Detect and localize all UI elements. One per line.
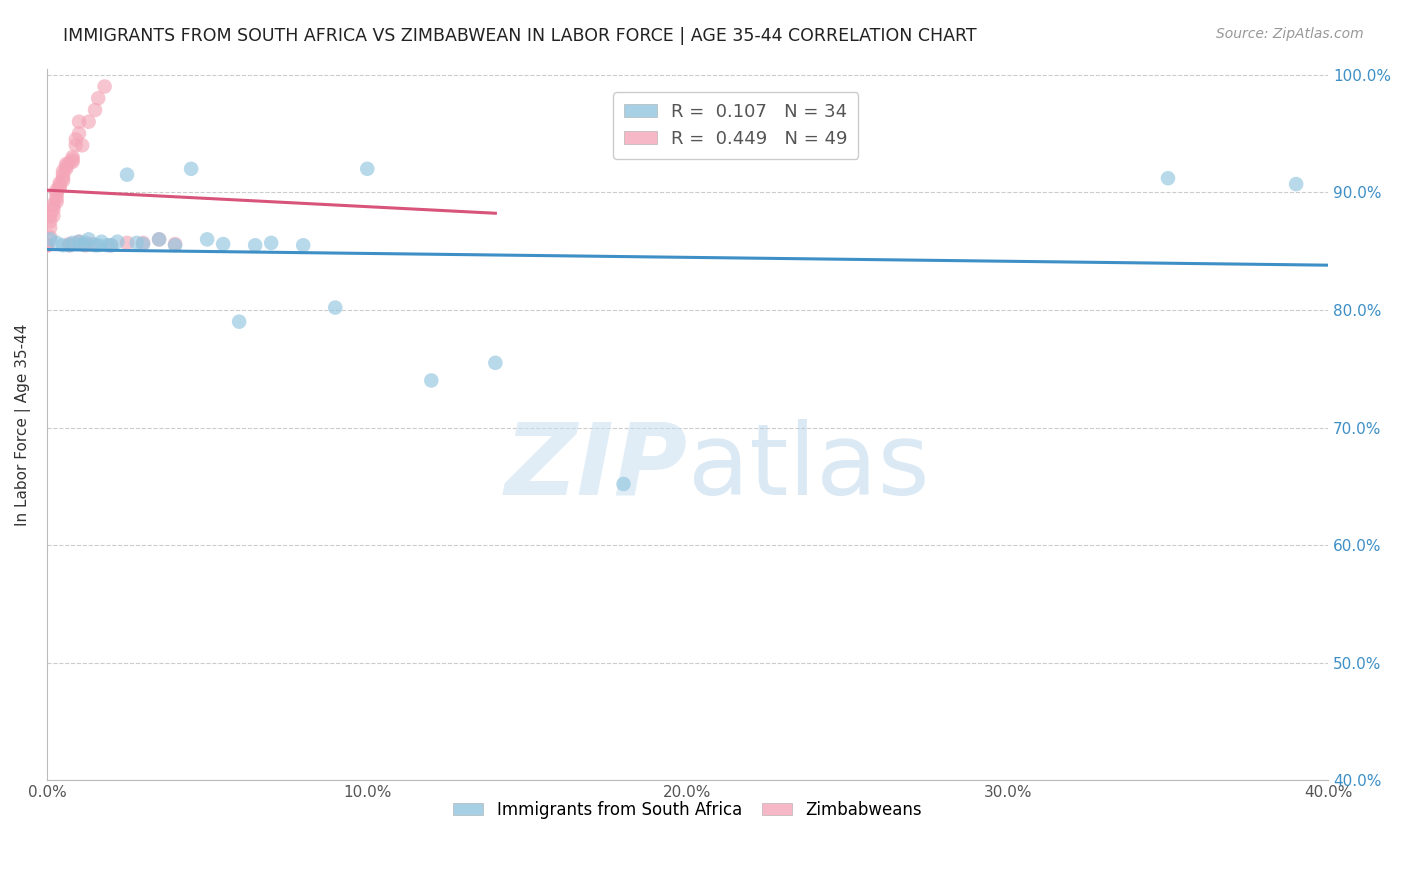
Point	[1285, 177, 1308, 191]
Point	[67, 235, 90, 249]
Point	[58, 156, 80, 170]
Point	[87, 238, 110, 252]
Point	[356, 161, 378, 176]
Point	[52, 173, 75, 187]
Point	[58, 237, 80, 252]
Point	[45, 194, 67, 209]
Point	[132, 237, 155, 252]
Point	[212, 237, 235, 252]
Point	[77, 232, 100, 246]
Point	[39, 209, 62, 223]
Point	[45, 186, 67, 200]
Point	[84, 238, 107, 252]
Point	[165, 237, 187, 252]
Point	[195, 232, 218, 246]
Point	[49, 178, 72, 193]
Point	[52, 171, 75, 186]
Point	[65, 132, 87, 146]
Point	[484, 356, 506, 370]
Point	[55, 160, 77, 174]
Point	[228, 315, 250, 329]
Point	[420, 374, 443, 388]
Point	[55, 161, 77, 176]
Point	[70, 138, 93, 153]
Point	[97, 238, 120, 252]
Point	[52, 164, 75, 178]
Point	[148, 232, 170, 246]
Point	[42, 202, 65, 217]
Point	[45, 235, 67, 250]
Point	[65, 138, 87, 153]
Point	[35, 238, 58, 252]
Point	[49, 180, 72, 194]
Legend: Immigrants from South Africa, Zimbabweans: Immigrants from South Africa, Zimbabwean…	[447, 794, 928, 825]
Point	[77, 115, 100, 129]
Point	[45, 187, 67, 202]
Point	[132, 235, 155, 250]
Point	[39, 230, 62, 244]
Point	[243, 238, 266, 252]
Point	[84, 103, 107, 117]
Point	[323, 301, 346, 315]
Point	[70, 237, 93, 252]
Point	[100, 238, 122, 252]
Y-axis label: In Labor Force | Age 35-44: In Labor Force | Age 35-44	[15, 324, 31, 525]
Point	[93, 79, 115, 94]
Point	[35, 238, 58, 252]
Point	[260, 235, 283, 250]
Point	[42, 209, 65, 223]
Point	[90, 235, 112, 249]
Point	[39, 232, 62, 246]
Point	[62, 235, 84, 250]
Point	[42, 199, 65, 213]
Point	[39, 220, 62, 235]
Point	[49, 176, 72, 190]
Text: ZIP: ZIP	[505, 418, 688, 516]
Point	[1157, 171, 1180, 186]
Point	[180, 161, 202, 176]
Point	[52, 238, 75, 252]
Point	[58, 238, 80, 252]
Point	[115, 235, 138, 250]
Point	[45, 183, 67, 197]
Point	[45, 191, 67, 205]
Point	[39, 215, 62, 229]
Point	[87, 91, 110, 105]
Point	[58, 238, 80, 252]
Text: IMMIGRANTS FROM SOUTH AFRICA VS ZIMBABWEAN IN LABOR FORCE | AGE 35-44 CORRELATIO: IMMIGRANTS FROM SOUTH AFRICA VS ZIMBABWE…	[63, 27, 977, 45]
Point	[292, 238, 315, 252]
Point	[62, 154, 84, 169]
Point	[80, 237, 103, 252]
Point	[67, 235, 90, 249]
Point	[107, 235, 129, 249]
Point	[115, 168, 138, 182]
Text: Source: ZipAtlas.com: Source: ZipAtlas.com	[1216, 27, 1364, 41]
Text: atlas: atlas	[688, 418, 929, 516]
Point	[35, 238, 58, 252]
Point	[62, 153, 84, 167]
Point	[62, 150, 84, 164]
Point	[42, 197, 65, 211]
Point	[75, 238, 97, 252]
Point	[75, 235, 97, 250]
Point	[612, 477, 634, 491]
Point	[67, 115, 90, 129]
Point	[67, 127, 90, 141]
Point	[148, 232, 170, 246]
Point	[165, 238, 187, 252]
Point	[55, 157, 77, 171]
Point	[100, 238, 122, 252]
Point	[52, 168, 75, 182]
Point	[125, 235, 148, 250]
